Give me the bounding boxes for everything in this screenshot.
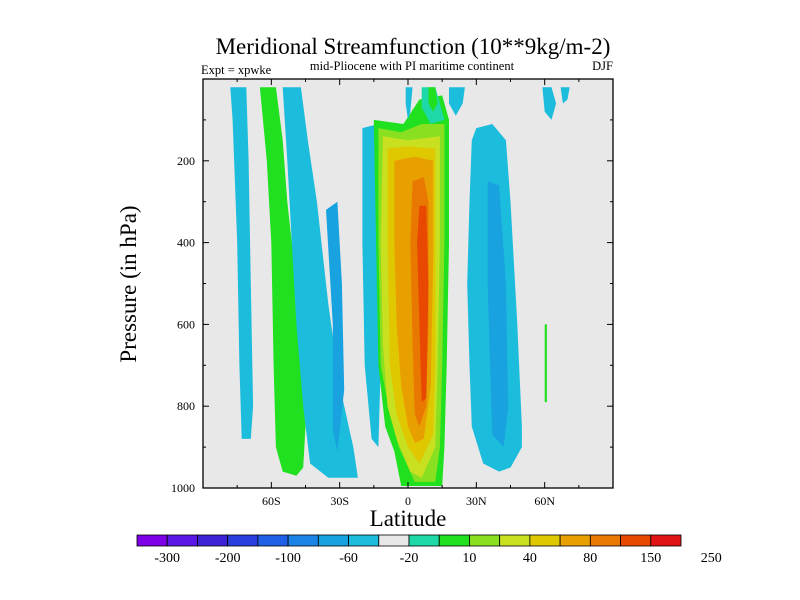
colorbar-swatch: [287, 534, 319, 547]
colorbar-swatch: [408, 534, 440, 547]
colorbar-swatch: [499, 534, 531, 547]
subtitle-description: mid-Pliocene with PI maritime continent: [310, 59, 515, 73]
colorbar-swatch: [589, 534, 621, 547]
colorbar-swatch: [650, 534, 682, 547]
colorbar-swatch: [257, 534, 289, 547]
colorbar-swatch: [166, 534, 198, 547]
contour-field: [230, 87, 570, 487]
y-tick-label: 400: [177, 236, 195, 250]
colorbar-swatch: [227, 534, 259, 547]
x-tick-label: 30S: [330, 494, 349, 508]
x-axis-label: Latitude: [370, 506, 447, 531]
colorbar-label: 80: [583, 551, 597, 566]
field-nh-upper-blue: [542, 87, 557, 120]
x-tick-label: 60S: [262, 494, 281, 508]
colorbar-swatch: [348, 534, 380, 547]
field-upper-blue-mid: [449, 87, 465, 116]
colorbar-swatch: [620, 534, 652, 547]
x-tick-label: 30N: [466, 494, 487, 508]
chart-title: Meridional Streamfunction (10**9kg/m-2): [216, 34, 611, 59]
x-tick-label: 0: [405, 494, 411, 508]
x-axis: 60S 30S 0 30N 60N: [236, 79, 580, 508]
colorbar-label: -200: [215, 551, 241, 566]
colorbar-swatch: [438, 534, 470, 547]
field-nh-blue-core: [487, 181, 509, 448]
y-tick-label: 200: [177, 154, 195, 168]
colorbar: -300 -200 -100 -60 -20 10 40 80 150 250: [136, 534, 722, 566]
colorbar-swatch: [136, 534, 168, 547]
field-upper-green-tongue: [428, 87, 438, 112]
subtitle-season: DJF: [592, 59, 613, 73]
field-sh-blue-cell: [282, 87, 358, 478]
subtitle-experiment: Expt = xpwke: [201, 63, 272, 77]
field-sh-outer-blue: [230, 87, 254, 439]
colorbar-label: 150: [640, 551, 661, 566]
field-sh-green-cell: [259, 87, 306, 476]
colorbar-swatch: [469, 534, 501, 547]
y-axis: 200 400 600 800 1000: [171, 119, 613, 495]
field-sh-blue-core: [326, 201, 345, 452]
colorbar-swatch: [378, 534, 410, 547]
field-nh-upper-blue-small: [560, 87, 570, 104]
colorbar-swatch: [197, 534, 229, 547]
field-nh-green-streak: [544, 324, 547, 403]
colorbar-swatch: [559, 534, 591, 547]
colorbar-label: -300: [154, 551, 180, 566]
y-tick-label: 600: [177, 317, 195, 331]
colorbar-label: -100: [275, 551, 301, 566]
y-tick-label: 800: [177, 399, 195, 413]
colorbar-label: 10: [462, 551, 476, 566]
field-upper-blue-left: [405, 87, 413, 120]
colorbar-swatch: [317, 534, 349, 547]
colorbar-label: -20: [400, 551, 419, 566]
y-tick-label: 1000: [171, 481, 195, 495]
colorbar-label: 40: [523, 551, 537, 566]
colorbar-label: -60: [339, 551, 358, 566]
x-tick-label: 60N: [534, 494, 555, 508]
y-axis-label: Pressure (in hPa): [116, 205, 141, 362]
field-hadley-core: [417, 205, 429, 403]
colorbar-swatch: [529, 534, 561, 547]
colorbar-label: 250: [701, 551, 722, 566]
